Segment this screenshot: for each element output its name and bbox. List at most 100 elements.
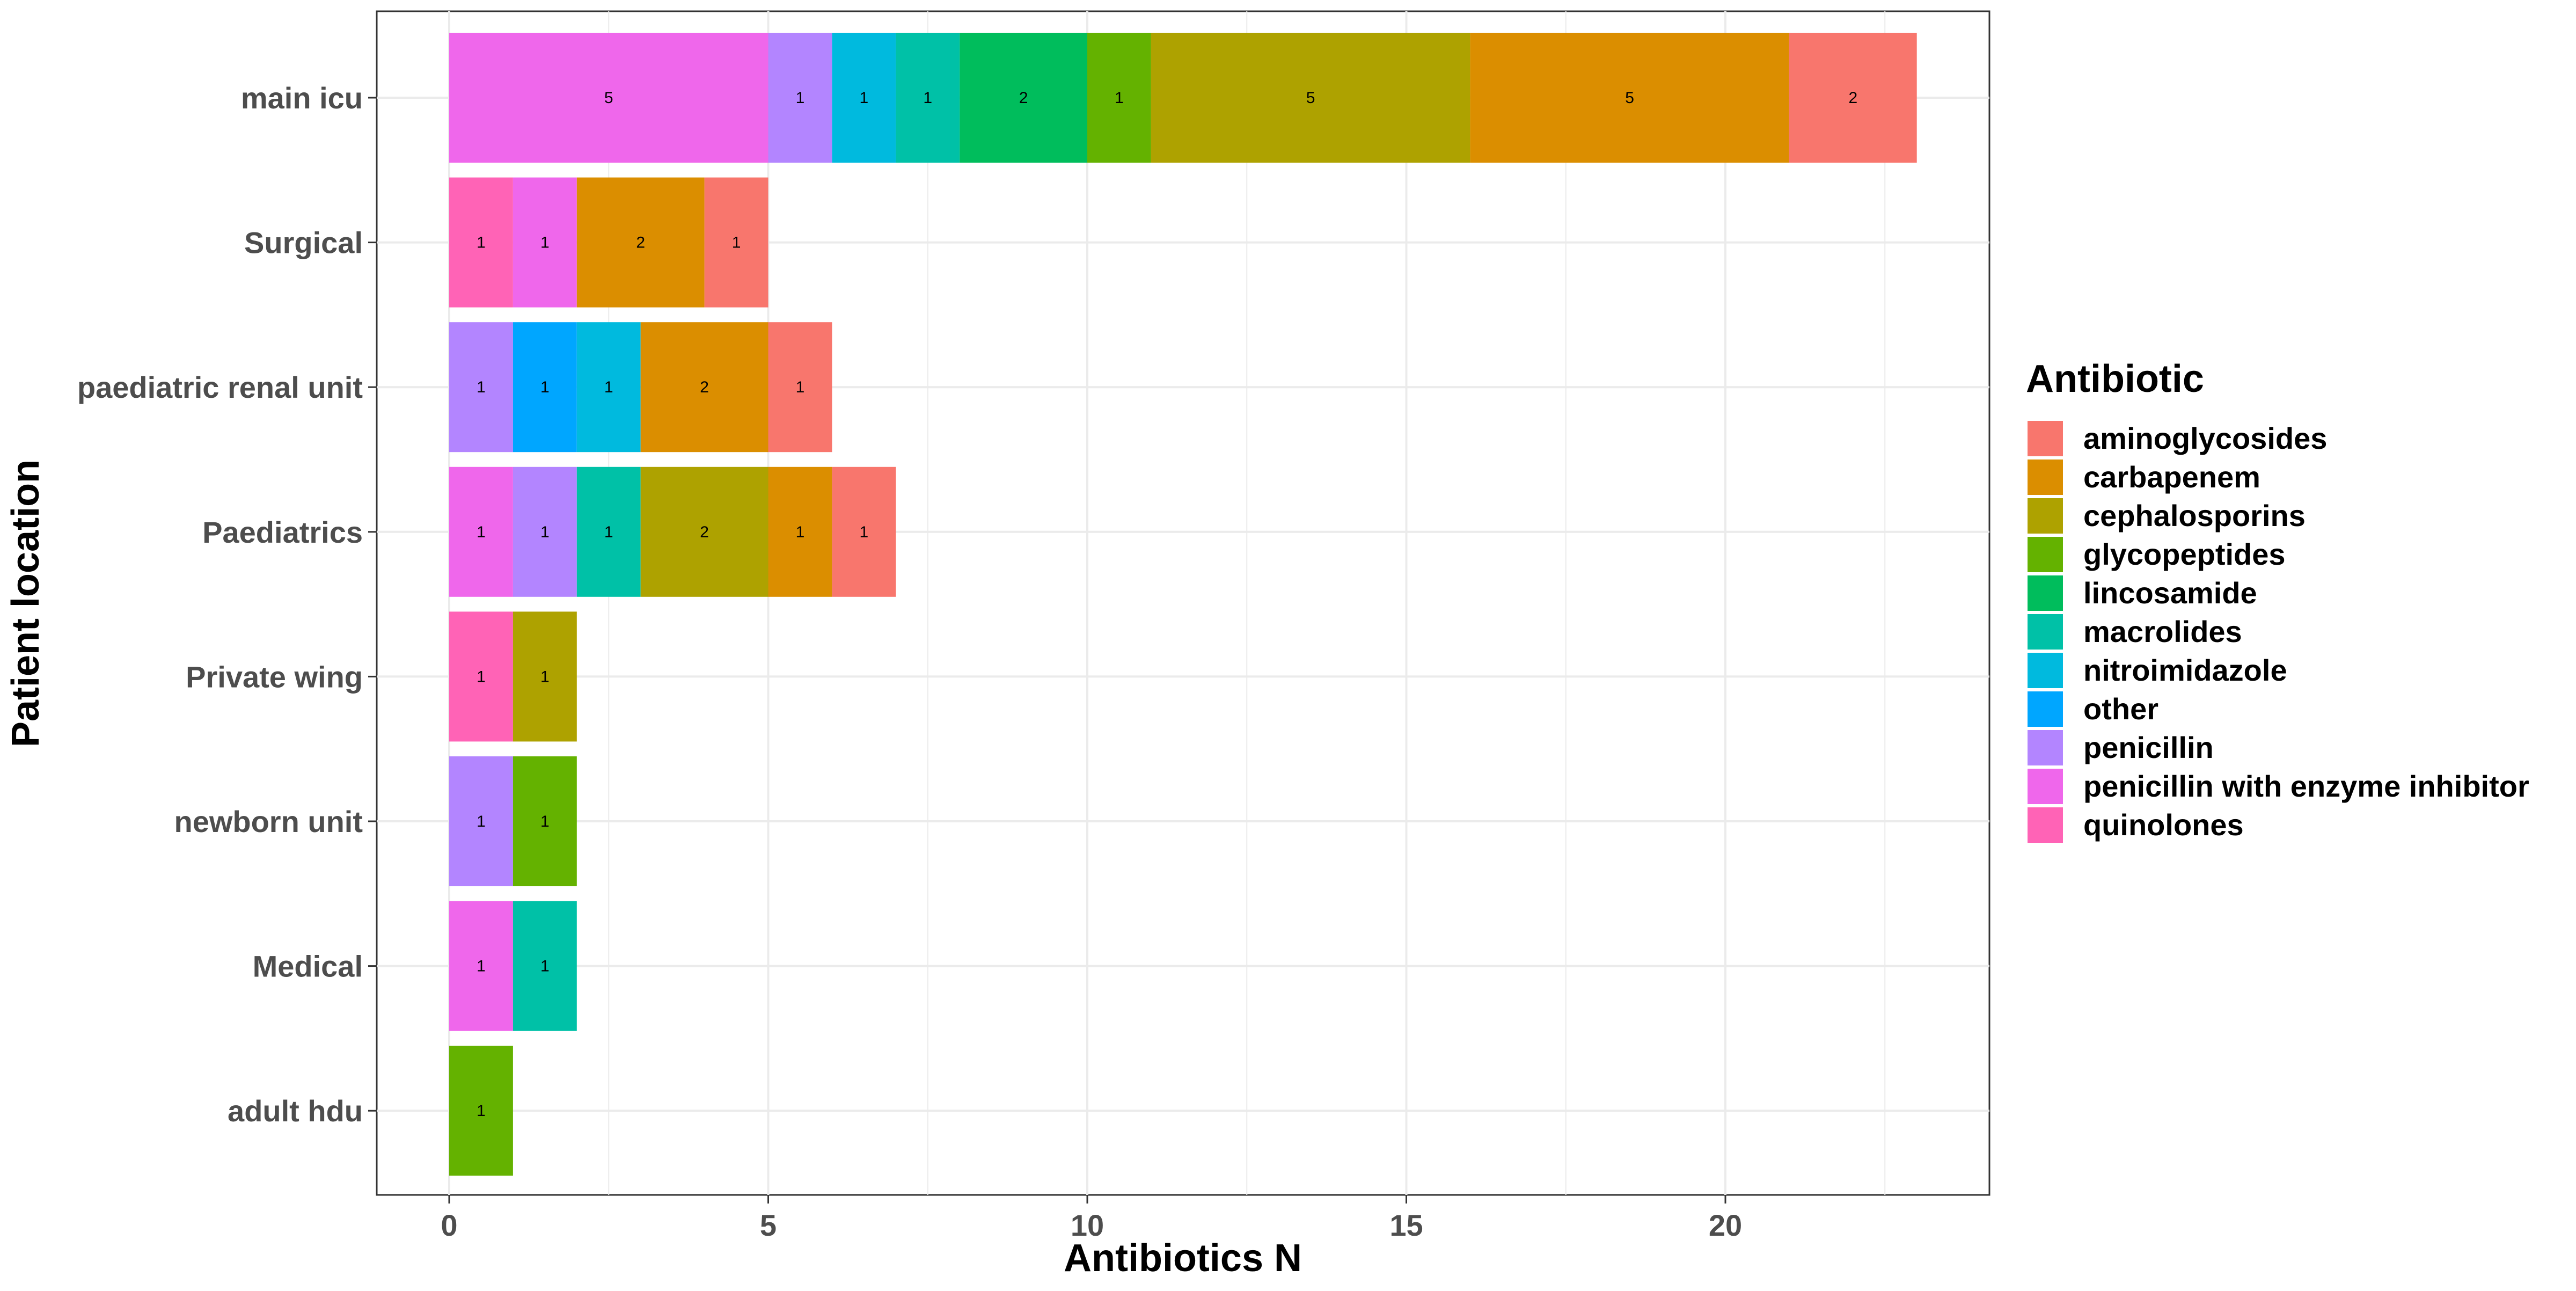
segment-value-label: 1 (923, 89, 932, 107)
y-tick-label: main icu (241, 81, 363, 115)
segment-value-label: 2 (636, 234, 645, 252)
bar-segment (513, 466, 577, 597)
segment-value-label: 1 (796, 89, 805, 107)
legend-key (2028, 653, 2063, 688)
bar-stack: 5 1 1 1 2 1 5 5 2 (449, 33, 1917, 163)
bar-segment (768, 33, 832, 163)
segment-value-label: 1 (477, 234, 486, 252)
legend-label: macrolides (2083, 615, 2242, 648)
legend-item: nitroimidazole (2028, 653, 2287, 688)
segment-value-label: 1 (540, 958, 550, 975)
bar-segment (513, 611, 577, 742)
y-tick-label: Paediatrics (202, 515, 363, 549)
bar-segment (832, 33, 896, 163)
bar-segment (513, 322, 577, 453)
bar-stack: 1 (449, 1046, 513, 1176)
segment-value-label: 1 (540, 668, 550, 685)
bar-segment (576, 322, 641, 453)
segment-value-label: 1 (796, 378, 805, 396)
bar-segment (768, 322, 832, 453)
x-tick-label: 0 (441, 1208, 457, 1242)
segment-value-label: 1 (604, 378, 613, 396)
bar-segment (704, 177, 769, 308)
x-tick-label: 10 (1071, 1208, 1104, 1242)
segment-value-label: 2 (1848, 89, 1857, 107)
segment-value-label: 2 (700, 378, 709, 396)
legend-label: cephalosporins (2083, 499, 2306, 533)
legend-item: other (2028, 691, 2158, 727)
bar-segment (449, 177, 513, 308)
y-tick-label: Private wing (186, 660, 363, 694)
legend-key (2028, 575, 2063, 611)
bar-segment (449, 322, 513, 453)
bar-segment (1470, 33, 1789, 163)
bars: 5 1 1 1 2 1 5 5 21 1 2 11 1 1 2 11 1 1 2 1 11 11 11 11 (449, 33, 1917, 1176)
x-tick-label: 5 (760, 1208, 777, 1242)
legend-label: glycopeptides (2083, 537, 2286, 571)
y-tick-label: paediatric renal unit (77, 370, 363, 404)
segment-value-label: 2 (700, 523, 709, 541)
legend-key (2028, 421, 2063, 456)
bar-segment (1151, 33, 1470, 163)
bar-segment (449, 1046, 513, 1176)
segment-value-label: 5 (1306, 89, 1315, 107)
segment-value-label: 1 (477, 668, 486, 685)
legend-item: penicillin (2028, 730, 2214, 765)
segment-value-label: 1 (540, 234, 550, 252)
legend-label: aminoglycosides (2083, 421, 2327, 455)
legend-item: quinolones (2028, 807, 2244, 843)
y-tick-label: newborn unit (174, 805, 363, 838)
segment-value-label: 1 (604, 523, 613, 541)
legend-key (2028, 459, 2063, 495)
segment-value-label: 1 (477, 378, 486, 396)
segment-value-label: 2 (1019, 89, 1028, 107)
segment-value-label: 1 (732, 234, 741, 252)
legend-key (2028, 730, 2063, 765)
bar-segment (576, 177, 705, 308)
legend-label: lincosamide (2083, 576, 2257, 610)
bar-segment (960, 33, 1087, 163)
segment-value-label: 1 (860, 89, 869, 107)
legend-label: carbapenem (2083, 460, 2260, 494)
bar-segment (449, 756, 513, 886)
y-axis-title: Patient location (4, 459, 47, 747)
bar-segment (513, 177, 577, 308)
legend-item: cephalosporins (2028, 498, 2306, 534)
bar-stack: 1 1 2 1 (449, 177, 769, 308)
y-tick-label: Medical (253, 950, 363, 983)
legend-key (2028, 691, 2063, 727)
x-tick-label: 20 (1709, 1208, 1742, 1242)
segment-value-label: 5 (1625, 89, 1634, 107)
bar-stack: 1 1 1 2 1 1 (449, 466, 896, 597)
bar-segment (640, 466, 769, 597)
legend-item: aminoglycosides (2028, 421, 2327, 456)
legend-item: carbapenem (2028, 459, 2260, 495)
legend-label: penicillin (2083, 731, 2214, 764)
legend-label: quinolones (2083, 808, 2244, 842)
bar-stack: 1 1 1 2 1 (449, 322, 832, 453)
legend-key (2028, 769, 2063, 804)
bar-segment (513, 901, 577, 1031)
bar-segment (449, 33, 769, 163)
legend-item: glycopeptides (2028, 537, 2286, 572)
bar-segment (832, 466, 896, 597)
legend-key (2028, 537, 2063, 572)
legend-title: Antibiotic (2026, 358, 2204, 400)
segment-value-label: 1 (1115, 89, 1124, 107)
axes: main icu Surgical paediatric renal unit Pae… (77, 81, 1742, 1242)
bar-segment (1087, 33, 1151, 163)
segment-value-label: 5 (604, 89, 613, 107)
segment-value-label: 1 (796, 523, 805, 541)
legend: Antibiotic aminoglycosides carbapenem ceph… (2026, 358, 2529, 843)
y-tick-label: Surgical (244, 226, 363, 260)
segment-value-label: 1 (540, 378, 550, 396)
legend-item: penicillin with enzyme inhibitor (2028, 769, 2529, 804)
x-tick-label: 15 (1389, 1208, 1423, 1242)
legend-item: lincosamide (2028, 575, 2257, 611)
bar-segment (513, 756, 577, 886)
